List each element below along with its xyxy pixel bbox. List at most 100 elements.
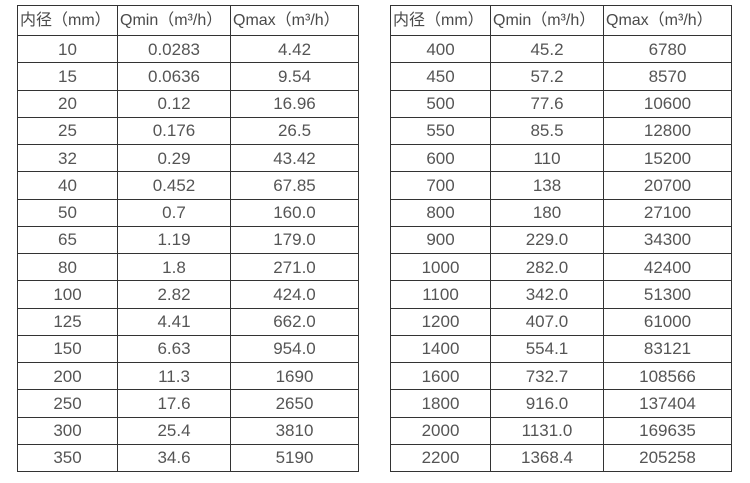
qmax-cell: 2650 [230,389,359,418]
diameter-cell: 200 [17,361,118,391]
diameter-cell: 450 [390,62,491,91]
qmin-cell: 0.452 [117,171,231,200]
qmax-cell: 3810 [230,416,359,445]
qmin-cell: 0.12 [117,89,231,118]
qmax-cell: 61000 [603,307,732,336]
header-qmax: Qmax（m³/h） [603,5,732,36]
diameter-cell: 65 [17,225,118,255]
qmax-cell: 27100 [603,198,732,227]
qmin-cell: 407.0 [490,307,604,336]
table-row: 350 34.6 5190 [17,443,359,473]
header-qmax: Qmax（m³/h） [230,5,359,36]
qmin-cell: 554.1 [490,334,604,364]
table-row: 100 2.82 424.0 [17,280,359,309]
flow-spec-table-small-diameters: 内径（mm） Qmin（m³/h） Qmax（m³/h） 10 0.0283 4… [17,5,359,473]
qmax-cell: 9.54 [230,62,359,91]
qmax-cell: 271.0 [230,252,359,282]
header-row: 内径（mm） Qmin（m³/h） Qmax（m³/h） [17,5,359,36]
qmax-cell: 5190 [230,443,359,473]
qmin-cell: 732.7 [490,361,604,391]
qmax-cell: 1690 [230,361,359,391]
qmin-cell: 25.4 [117,416,231,445]
diameter-cell: 400 [390,34,491,64]
qmin-cell: 2.82 [117,280,231,309]
table-row: 20 0.12 16.96 [17,89,359,118]
table-row: 200 11.3 1690 [17,361,359,391]
qmin-cell: 0.7 [117,198,231,227]
qmin-cell: 282.0 [490,252,604,282]
diameter-cell: 1100 [390,280,491,309]
diameter-cell: 1200 [390,307,491,336]
table-row: 1400 554.1 83121 [390,334,732,364]
table-row: 1600 732.7 108566 [390,361,732,391]
table-row: 250 17.6 2650 [17,389,359,418]
qmin-cell: 110 [490,143,604,173]
qmax-cell: 34300 [603,225,732,255]
qmin-cell: 85.5 [490,116,604,146]
table-row: 32 0.29 43.42 [17,143,359,173]
diameter-cell: 550 [390,116,491,146]
qmax-cell: 6780 [603,34,732,64]
qmax-cell: 12800 [603,116,732,146]
qmin-cell: 0.29 [117,143,231,173]
table-row: 400 45.2 6780 [390,34,732,64]
diameter-cell: 250 [17,389,118,418]
qmin-cell: 342.0 [490,280,604,309]
qmin-cell: 138 [490,171,604,200]
table-row: 2000 1131.0 169635 [390,416,732,445]
diameter-cell: 1600 [390,361,491,391]
qmax-cell: 205258 [603,443,732,473]
diameter-cell: 125 [17,307,118,336]
qmax-cell: 179.0 [230,225,359,255]
diameter-cell: 800 [390,198,491,227]
diameter-cell: 150 [17,334,118,364]
qmin-cell: 1368.4 [490,443,604,473]
qmin-cell: 916.0 [490,389,604,418]
table-row: 150 6.63 954.0 [17,334,359,364]
table-row: 25 0.176 26.5 [17,116,359,146]
diameter-cell: 10 [17,34,118,64]
qmin-cell: 1.8 [117,252,231,282]
table-row: 2200 1368.4 205258 [390,443,732,473]
table-row: 800 180 27100 [390,198,732,227]
table-row: 900 229.0 34300 [390,225,732,255]
diameter-cell: 2000 [390,416,491,445]
flow-spec-table-large-diameters: 内径（mm） Qmin（m³/h） Qmax（m³/h） 400 45.2 67… [390,5,732,473]
qmin-cell: 0.0283 [117,34,231,64]
qmax-cell: 954.0 [230,334,359,364]
qmin-cell: 34.6 [117,443,231,473]
qmax-cell: 169635 [603,416,732,445]
table-row: 1000 282.0 42400 [390,252,732,282]
qmax-cell: 42400 [603,252,732,282]
table-row: 500 77.6 10600 [390,89,732,118]
diameter-cell: 25 [17,116,118,146]
diameter-cell: 2200 [390,443,491,473]
diameter-cell: 300 [17,416,118,445]
qmin-cell: 11.3 [117,361,231,391]
header-qmin: Qmin（m³/h） [490,5,604,36]
diameter-cell: 15 [17,62,118,91]
diameter-cell: 700 [390,171,491,200]
qmax-cell: 51300 [603,280,732,309]
qmin-cell: 45.2 [490,34,604,64]
qmin-cell: 77.6 [490,89,604,118]
diameter-cell: 1800 [390,389,491,418]
qmax-cell: 160.0 [230,198,359,227]
qmin-cell: 1131.0 [490,416,604,445]
table-row: 40 0.452 67.85 [17,171,359,200]
diameter-cell: 20 [17,89,118,118]
qmin-cell: 17.6 [117,389,231,418]
qmin-cell: 0.176 [117,116,231,146]
diameter-cell: 350 [17,443,118,473]
table-row: 300 25.4 3810 [17,416,359,445]
table-row: 80 1.8 271.0 [17,252,359,282]
diameter-cell: 1400 [390,334,491,364]
table-row: 1200 407.0 61000 [390,307,732,336]
qmax-cell: 43.42 [230,143,359,173]
table-row: 450 57.2 8570 [390,62,732,91]
diameter-cell: 50 [17,198,118,227]
diameter-cell: 80 [17,252,118,282]
qmax-cell: 137404 [603,389,732,418]
table-row: 15 0.0636 9.54 [17,62,359,91]
table-row: 125 4.41 662.0 [17,307,359,336]
